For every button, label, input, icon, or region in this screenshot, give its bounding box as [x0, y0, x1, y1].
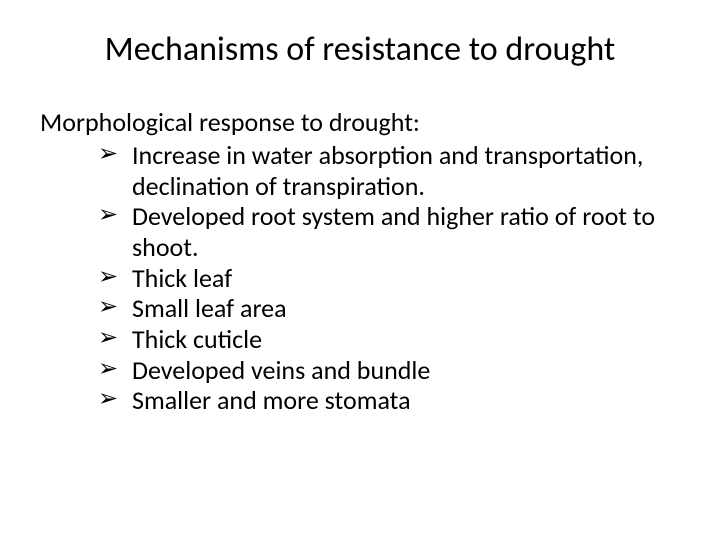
list-item: Small leaf area — [98, 293, 680, 324]
list-item: Smaller and more stomata — [98, 385, 680, 416]
list-item: Increase in water absorption and transpo… — [98, 140, 680, 201]
slide: Mechanisms of resistance to drought Morp… — [0, 0, 720, 540]
list-item: Developed veins and bundle — [98, 355, 680, 386]
bullet-list: Increase in water absorption and transpo… — [40, 140, 680, 416]
list-item: Developed root system and higher ratio o… — [98, 201, 680, 262]
list-item: Thick cuticle — [98, 324, 680, 355]
subheading: Morphological response to drought: — [40, 107, 680, 138]
list-item: Thick leaf — [98, 263, 680, 294]
slide-title: Mechanisms of resistance to drought — [40, 30, 680, 71]
